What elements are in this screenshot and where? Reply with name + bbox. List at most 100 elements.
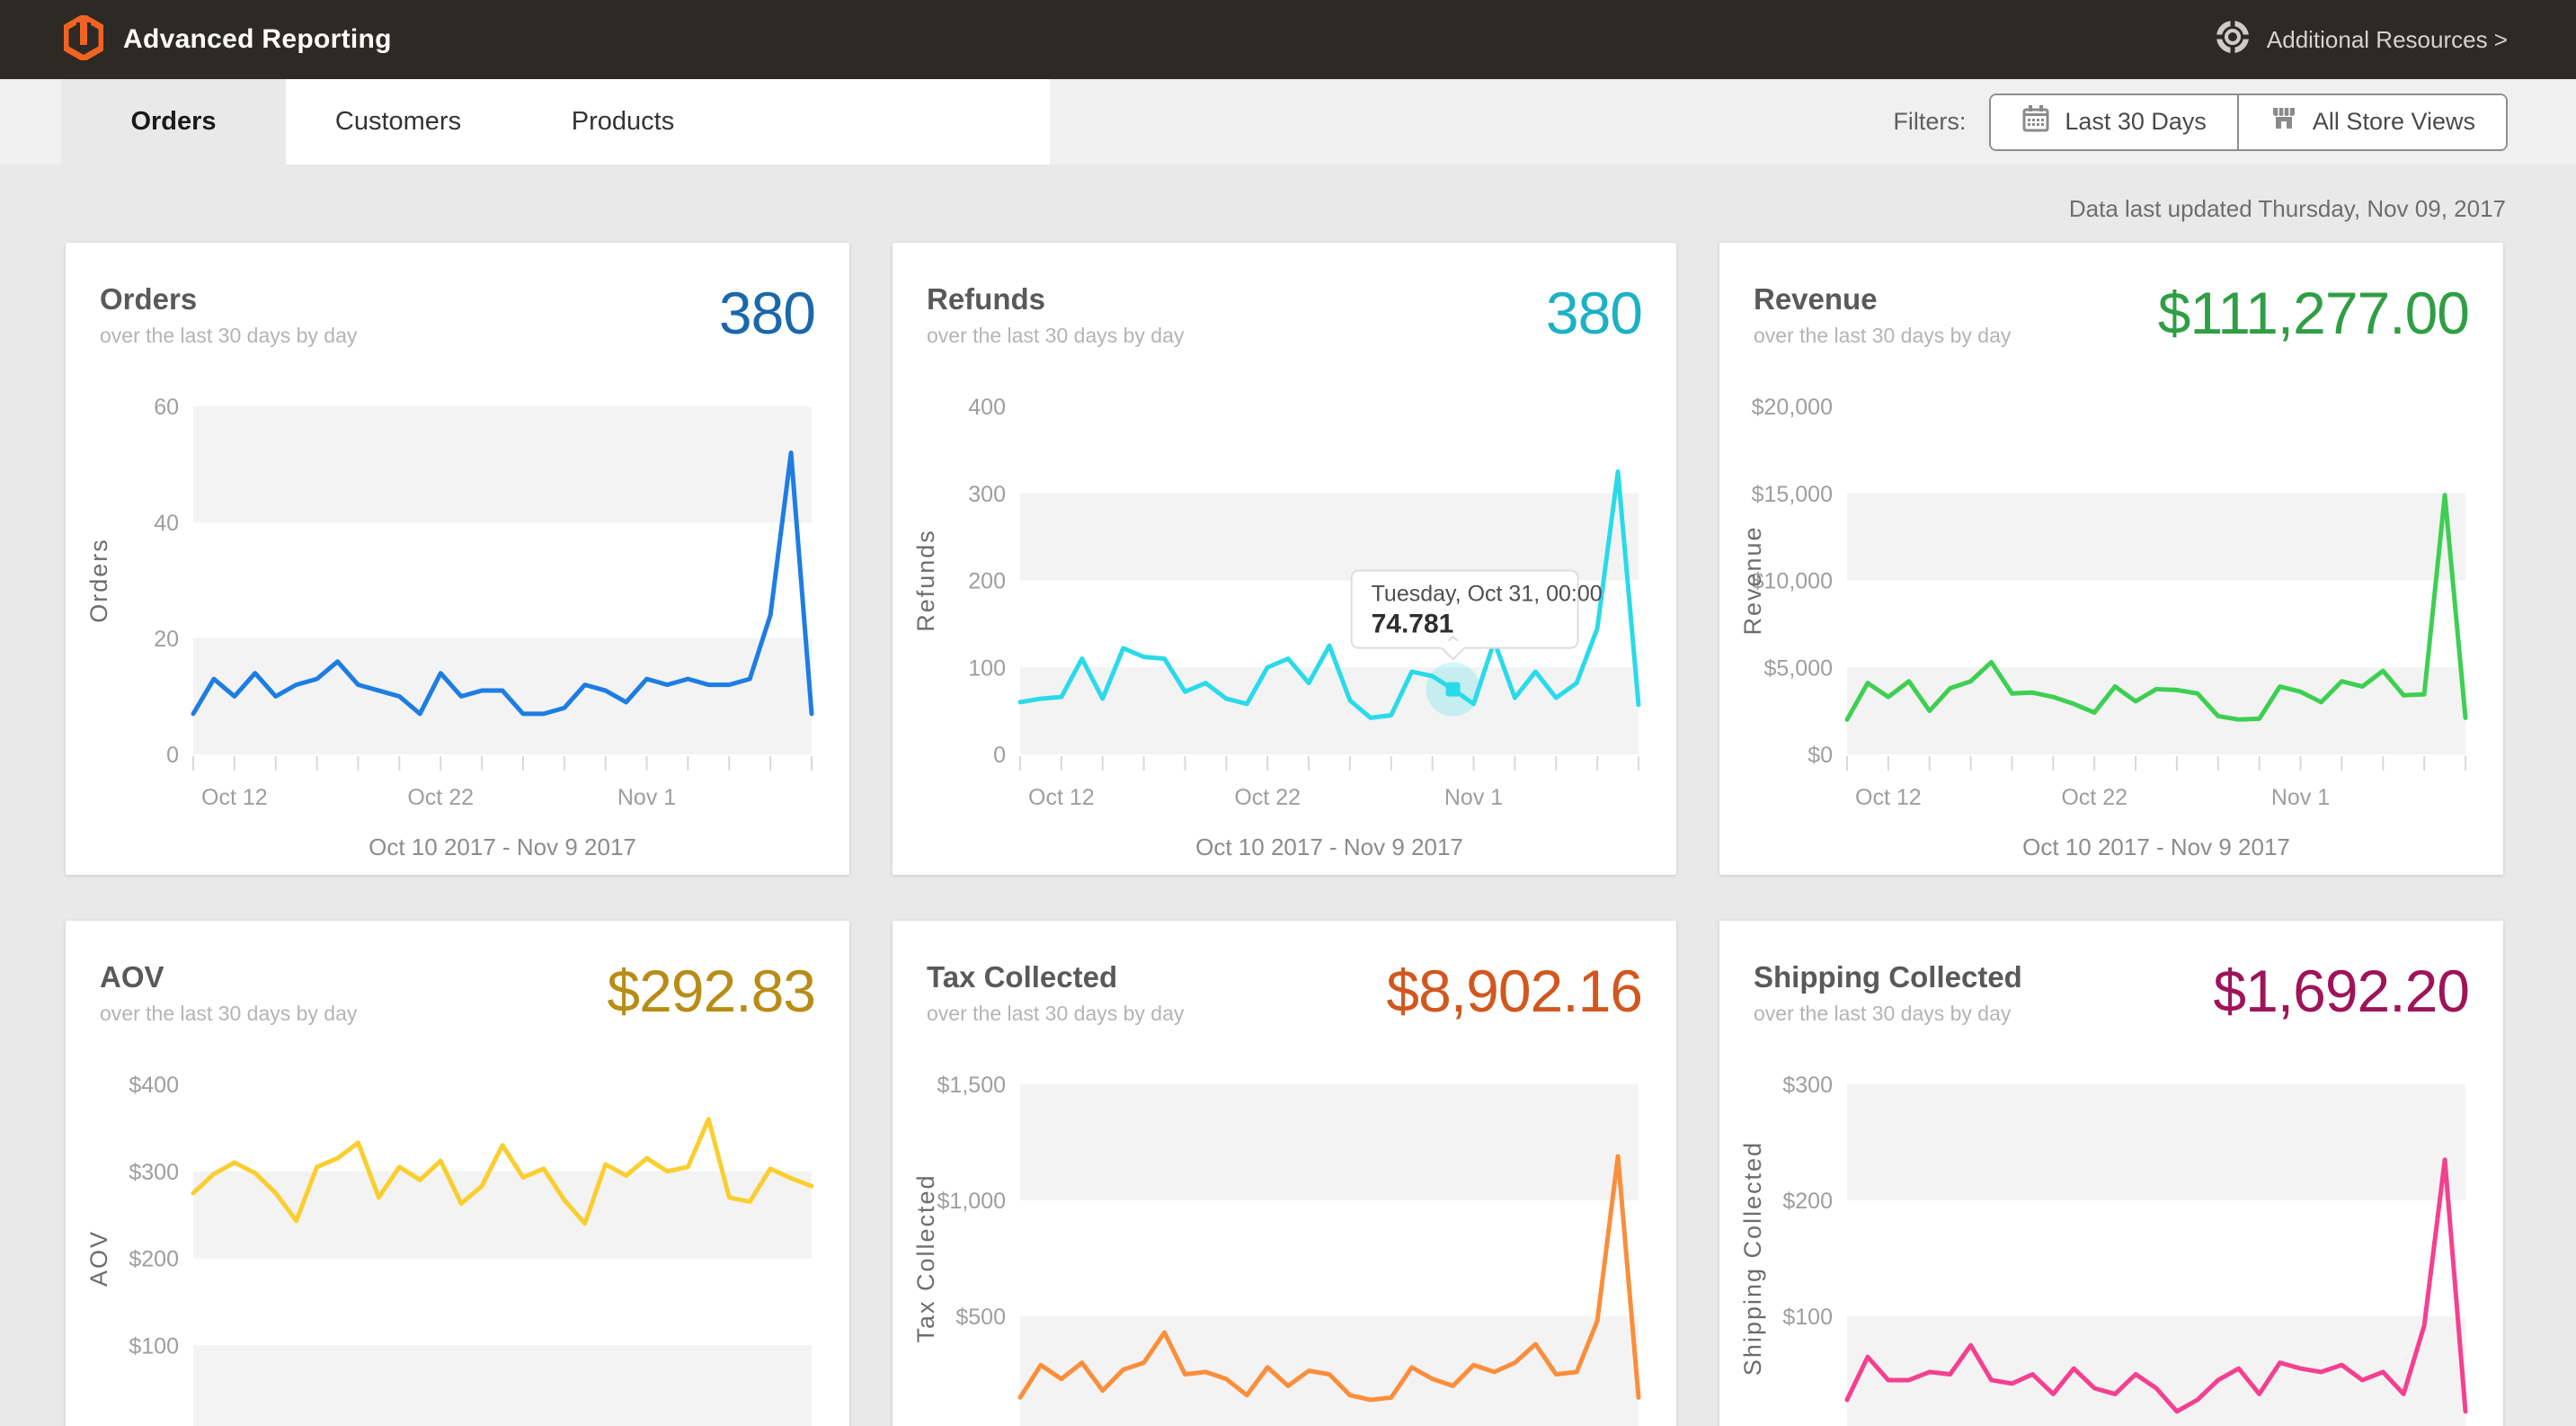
- svg-text:$0: $0: [1808, 743, 1833, 768]
- svg-text:$500: $500: [955, 1305, 1006, 1330]
- card-subtitle: over the last 30 days by day: [1754, 1002, 2012, 1025]
- tab-orders[interactable]: Orders: [61, 79, 286, 165]
- chart-tooltip: Tuesday, Oct 31, 00:00 74.781: [1350, 569, 1603, 717]
- tax-collected-chart[interactable]: $1,500 $1,000 $500 Tax Collected: [893, 1066, 1676, 1426]
- store-view-label: All Store Views: [2312, 108, 2475, 135]
- svg-text:Nov 1: Nov 1: [1444, 785, 1503, 810]
- card-head: Shipping Collected over the last 30 days …: [1719, 948, 2503, 1065]
- revenue-chart[interactable]: $20,000 $15,000 $10,000 $5,000 $0 Revenue Oct …: [1719, 388, 2503, 874]
- svg-text:Oct 10 2017 - Nov 9 2017: Oct 10 2017 - Nov 9 2017: [369, 833, 636, 860]
- refunds-chart[interactable]: 400 300 200 100 0 Refunds Oct 12 Oct 22 Nov 1 Oct…: [893, 388, 1676, 874]
- svg-text:Tax Collected: Tax Collected: [912, 1173, 939, 1342]
- last-updated-text: Data last updated Thursday, Nov 09, 2017: [2068, 195, 2506, 222]
- card-head: AOV over the last 30 days by day $292.83: [66, 948, 849, 1065]
- card-subtitle: over the last 30 days by day: [927, 1002, 1185, 1025]
- svg-text:Revenue: Revenue: [1739, 525, 1766, 635]
- card-subtitle: over the last 30 days by day: [100, 324, 358, 347]
- kpi-value: 380: [718, 280, 816, 346]
- date-range-filter-button[interactable]: Last 30 Days: [1991, 94, 2237, 149]
- tab-products[interactable]: Products: [571, 107, 675, 136]
- card-head: Tax Collected over the last 30 days by da…: [893, 948, 1676, 1065]
- orders-chart[interactable]: 60 40 20 0 Orders Oct 12 Oct 22 Nov 1 Oct 10 201…: [66, 388, 849, 874]
- svg-text:$100: $100: [1782, 1305, 1833, 1330]
- svg-text:$300: $300: [1782, 1073, 1833, 1098]
- card-head: Orders over the last 30 days by day 380: [66, 270, 849, 387]
- card-title: Revenue: [1754, 282, 1878, 316]
- card-title: Orders: [100, 282, 198, 316]
- shipping-collected-chart[interactable]: $300 $200 $100 Shipping Collected: [1719, 1066, 2503, 1426]
- svg-text:100: 100: [968, 655, 1006, 681]
- calendar-icon: [2021, 104, 2050, 139]
- report-tabs: Orders Customers Products: [61, 79, 1050, 165]
- svg-text:$200: $200: [129, 1247, 179, 1272]
- svg-text:200: 200: [968, 569, 1006, 594]
- store-view-filter-button[interactable]: All Store Views: [2236, 94, 2506, 149]
- svg-text:74.781: 74.781: [1372, 610, 1454, 639]
- svg-text:300: 300: [968, 482, 1006, 507]
- kpi-card-orders: Orders over the last 30 days by day 380 60 4…: [66, 243, 849, 875]
- card-title: Tax Collected: [927, 960, 1118, 994]
- kpi-value: $111,277.00: [2157, 280, 2470, 346]
- kpi-card-revenue: Revenue over the last 30 days by day $111,…: [1719, 243, 2503, 875]
- svg-text:400: 400: [968, 395, 1006, 420]
- kpi-card-shipping-collected: Shipping Collected over the last 30 days …: [1719, 921, 2503, 1426]
- filters-label: Filters:: [1893, 108, 1967, 135]
- card-head: Refunds over the last 30 days by day 380: [893, 270, 1676, 387]
- cards-grid: Orders over the last 30 days by day 380 60 4…: [66, 243, 2510, 1426]
- svg-text:Nov 1: Nov 1: [2271, 785, 2330, 810]
- kpi-value: 380: [1545, 280, 1643, 346]
- svg-text:$1,500: $1,500: [937, 1073, 1006, 1098]
- card-head: Revenue over the last 30 days by day $111,…: [1719, 270, 2503, 387]
- svg-text:Oct 10 2017 - Nov 9 2017: Oct 10 2017 - Nov 9 2017: [1195, 833, 1463, 860]
- svg-text:$1,000: $1,000: [937, 1189, 1006, 1214]
- svg-text:Shipping Collected: Shipping Collected: [1739, 1141, 1766, 1376]
- svg-text:0: 0: [166, 743, 179, 768]
- kpi-card-refunds: Refunds over the last 30 days by day 380 40…: [893, 243, 1676, 875]
- svg-text:Oct 22: Oct 22: [1234, 785, 1301, 810]
- app-title: Advanced Reporting: [123, 24, 392, 54]
- svg-text:$400: $400: [129, 1073, 179, 1098]
- svg-text:0: 0: [993, 743, 1006, 768]
- svg-text:Tuesday, Oct 31, 00:00: Tuesday, Oct 31, 00:00: [1372, 582, 1603, 607]
- svg-text:Orders: Orders: [85, 538, 112, 623]
- svg-text:Nov 1: Nov 1: [617, 785, 676, 810]
- brand: Advanced Reporting: [62, 13, 392, 65]
- svg-text:Oct 22: Oct 22: [407, 785, 474, 810]
- svg-text:$10,000: $10,000: [1752, 569, 1833, 594]
- svg-text:$5,000: $5,000: [1764, 655, 1833, 681]
- card-title: AOV: [100, 960, 164, 994]
- svg-text:Refunds: Refunds: [912, 529, 939, 632]
- magento-logo-icon: [62, 13, 105, 65]
- svg-text:Oct 12: Oct 12: [1855, 785, 1922, 810]
- report-tabbar: Orders Customers Products Filters:: [0, 79, 2576, 165]
- svg-text:$15,000: $15,000: [1752, 482, 1833, 507]
- svg-text:$300: $300: [129, 1160, 179, 1185]
- svg-text:Oct 10 2017 - Nov 9 2017: Oct 10 2017 - Nov 9 2017: [2022, 833, 2290, 860]
- svg-text:Oct 12: Oct 12: [201, 785, 268, 810]
- svg-text:$100: $100: [129, 1333, 179, 1359]
- kpi-value: $8,902.16: [1386, 958, 1643, 1024]
- kpi-card-tax-collected: Tax Collected over the last 30 days by da…: [893, 921, 1676, 1426]
- svg-text:Oct 12: Oct 12: [1028, 785, 1095, 810]
- svg-text:20: 20: [154, 627, 179, 652]
- app-header: Advanced Reporting Additional Resources …: [0, 0, 2576, 79]
- card-subtitle: over the last 30 days by day: [100, 1002, 358, 1025]
- help-lifebuoy-icon: [2215, 19, 2251, 61]
- svg-text:$200: $200: [1782, 1189, 1833, 1214]
- filter-group: Last 30 Days All Store Views: [1989, 93, 2508, 151]
- additional-resources-link[interactable]: Additional Resources >: [2215, 19, 2508, 61]
- card-subtitle: over the last 30 days by day: [1754, 324, 2012, 347]
- kpi-card-aov: AOV over the last 30 days by day $292.83 $4…: [66, 921, 849, 1426]
- card-title: Refunds: [927, 282, 1045, 316]
- additional-resources-label: Additional Resources >: [2266, 25, 2508, 53]
- date-range-label: Last 30 Days: [2065, 108, 2207, 135]
- card-title: Shipping Collected: [1754, 960, 2022, 994]
- svg-text:Oct 22: Oct 22: [2061, 785, 2127, 810]
- svg-text:60: 60: [154, 395, 179, 420]
- svg-text:40: 40: [154, 511, 179, 536]
- tab-customers[interactable]: Customers: [334, 107, 462, 136]
- aov-chart[interactable]: $400 $300 $200 $100 AOV: [66, 1066, 849, 1426]
- svg-text:$20,000: $20,000: [1752, 395, 1833, 420]
- storefront-icon: [2270, 104, 2298, 139]
- svg-text:AOV: AOV: [85, 1230, 112, 1287]
